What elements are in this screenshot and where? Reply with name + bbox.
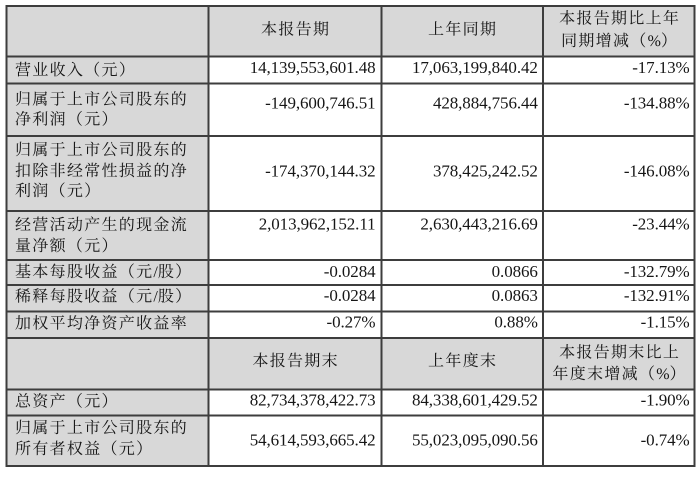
- svg-text:-174,370,144.32: -174,370,144.32: [265, 162, 375, 181]
- svg-text:0.0863: 0.0863: [492, 286, 538, 305]
- svg-text:2,013,962,152.11: 2,013,962,152.11: [259, 215, 376, 234]
- svg-text:0.88%: 0.88%: [494, 313, 537, 332]
- svg-text:-23.44%: -23.44%: [632, 215, 689, 234]
- svg-text:428,884,756.44: 428,884,756.44: [433, 94, 538, 113]
- svg-text:55,023,095,090.56: 55,023,095,090.56: [412, 431, 538, 450]
- svg-text:17,063,199,840.42: 17,063,199,840.42: [412, 58, 538, 77]
- svg-text:-1.90%: -1.90%: [641, 391, 690, 410]
- svg-text:-0.74%: -0.74%: [641, 431, 690, 450]
- svg-text:-134.88%: -134.88%: [624, 94, 690, 113]
- svg-text:-17.13%: -17.13%: [632, 58, 689, 77]
- svg-text:378,425,242.52: 378,425,242.52: [433, 162, 538, 181]
- svg-text:-1.15%: -1.15%: [641, 313, 690, 332]
- svg-text:0.0866: 0.0866: [492, 262, 538, 281]
- svg-text:-149,600,746.51: -149,600,746.51: [265, 94, 375, 113]
- svg-text:82,734,378,422.73: 82,734,378,422.73: [250, 391, 376, 410]
- svg-text:-132.91%: -132.91%: [624, 286, 690, 305]
- svg-text:-0.0284: -0.0284: [324, 286, 376, 305]
- svg-text:-146.08%: -146.08%: [624, 162, 690, 181]
- svg-text:2,630,443,216.69: 2,630,443,216.69: [420, 215, 537, 234]
- svg-text:-0.0284: -0.0284: [324, 262, 376, 281]
- svg-text:84,338,601,429.52: 84,338,601,429.52: [412, 391, 538, 410]
- svg-text:14,139,553,601.48: 14,139,553,601.48: [250, 58, 376, 77]
- svg-text:54,614,593,665.42: 54,614,593,665.42: [250, 431, 376, 450]
- svg-text:-0.27%: -0.27%: [327, 313, 376, 332]
- svg-text:-132.79%: -132.79%: [624, 262, 690, 281]
